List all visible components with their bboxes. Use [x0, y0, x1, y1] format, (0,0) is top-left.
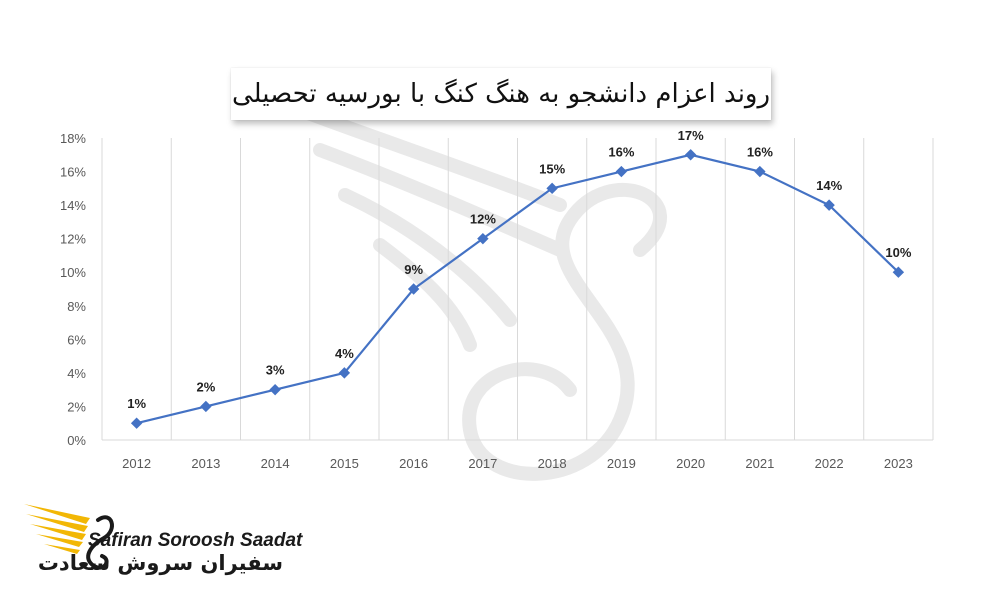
x-tick-label: 2012: [122, 456, 151, 471]
y-tick-label: 18%: [60, 131, 86, 146]
watermark-wing-4: [373, 238, 477, 352]
data-label: 4%: [335, 346, 354, 361]
y-tick-label: 4%: [67, 366, 86, 381]
x-tick-label: 2020: [676, 456, 705, 471]
data-point: [407, 283, 420, 295]
data-point: [823, 199, 835, 211]
series-line: [136, 153, 900, 425]
y-tick-label: 10%: [60, 265, 86, 280]
x-tick-label: 2018: [538, 456, 567, 471]
y-tick-label: 2%: [67, 399, 86, 414]
x-tick-label: 2017: [468, 456, 497, 471]
brand-name-latin: Safiran Soroosh Saadat: [88, 530, 303, 551]
data-point: [477, 232, 489, 245]
watermark-wing-1: [293, 103, 567, 212]
data-label: 14%: [816, 178, 842, 193]
logo-feather-4: [36, 534, 83, 547]
data-label: 17%: [678, 128, 704, 143]
data-label: 16%: [608, 145, 634, 160]
data-label: 10%: [885, 245, 911, 260]
x-tick-label: 2014: [261, 456, 290, 471]
data-label: 16%: [747, 145, 773, 160]
x-tick-label: 2019: [607, 456, 636, 471]
y-tick-label: 14%: [60, 198, 86, 213]
data-point: [684, 149, 697, 161]
logo-feather-5: [44, 544, 80, 554]
data-label: 3%: [266, 363, 285, 378]
x-tick-label: 2022: [815, 456, 844, 471]
watermark-wing-2: [313, 143, 567, 257]
y-tick-label: 12%: [60, 232, 86, 247]
eagle-wing-logo-icon: [24, 504, 114, 570]
logo-s-curve: [86, 515, 114, 570]
data-point: [269, 383, 281, 396]
data-point: [546, 182, 558, 195]
watermark-s-curve: [462, 182, 667, 481]
x-tick-label: 2015: [330, 456, 359, 471]
data-point: [754, 165, 766, 178]
data-point: [338, 367, 351, 379]
x-tick-label: 2023: [884, 456, 913, 471]
y-tick-label: 16%: [60, 165, 86, 180]
data-label: 2%: [196, 379, 215, 394]
y-tick-label: 0%: [67, 433, 86, 448]
data-label: 1%: [127, 396, 146, 411]
data-label: 15%: [539, 161, 565, 176]
data-point: [200, 400, 212, 413]
y-tick-label: 8%: [67, 299, 86, 314]
x-tick-label: 2021: [745, 456, 774, 471]
x-tick-label: 2016: [399, 456, 428, 471]
y-tick-label: 6%: [67, 332, 86, 347]
watermark-wing-3: [338, 188, 517, 327]
data-label: 9%: [404, 262, 423, 277]
data-point: [892, 266, 905, 278]
x-tick-label: 2013: [191, 456, 220, 471]
logo-feather-2: [26, 514, 88, 532]
chart-title-box: روند اعزام دانشجو به هنگ کنگ با بورسیه ت…: [231, 68, 771, 120]
logo-feather-1: [24, 504, 90, 524]
logo-feather-3: [30, 524, 86, 540]
data-label: 12%: [470, 212, 496, 227]
brand-name-persian: سفیران سروش سعادت: [37, 551, 283, 575]
data-point: [130, 417, 143, 429]
chart-title: روند اعزام دانشجو به هنگ کنگ با بورسیه ت…: [231, 79, 771, 109]
data-point: [615, 165, 628, 178]
